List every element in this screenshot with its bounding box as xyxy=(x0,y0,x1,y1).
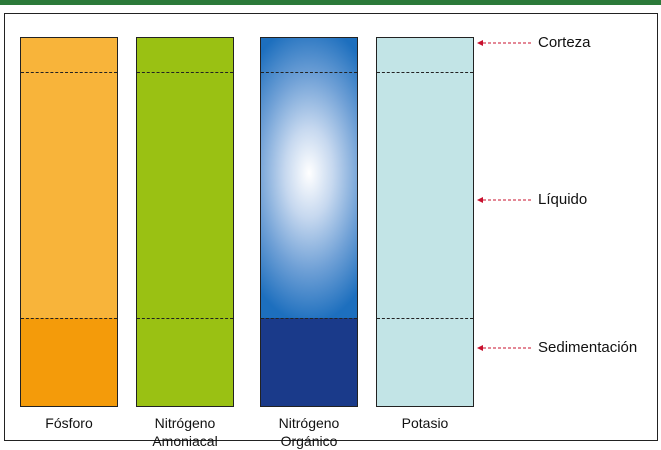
diagram-frame: Fósforo Nitrógeno Amoniacal Nitrógeno Or… xyxy=(4,13,658,449)
crust-boundary xyxy=(261,72,357,73)
crust-boundary xyxy=(21,72,117,73)
column-label-fosforo: Fósforo xyxy=(45,415,93,431)
layer-label-sedimentacion: Sedimentación xyxy=(538,339,638,356)
sediment-boundary xyxy=(21,318,117,319)
column-fosforo xyxy=(20,37,118,407)
sediment-segment xyxy=(21,318,117,406)
crust-boundary xyxy=(137,72,233,73)
sediment-boundary xyxy=(137,318,233,319)
column-potasio xyxy=(376,37,474,407)
crust-boundary xyxy=(377,72,473,73)
layer-label-liquido: Líquido xyxy=(538,191,588,208)
sediment-boundary xyxy=(261,318,357,319)
column-label-potasio: Potasio xyxy=(401,415,449,431)
sedimentacion-arrow-icon xyxy=(477,345,532,351)
sediment-boundary xyxy=(377,318,473,319)
corteza-arrow-icon xyxy=(477,40,532,46)
layer-label-corteza: Corteza xyxy=(538,34,591,51)
top-accent-bar xyxy=(0,0,661,5)
liquido-arrow-icon xyxy=(477,197,532,203)
column-nitrogeno-amoniacal xyxy=(136,37,234,407)
sediment-segment xyxy=(261,318,357,406)
column-nitrogeno-organico xyxy=(260,37,358,407)
